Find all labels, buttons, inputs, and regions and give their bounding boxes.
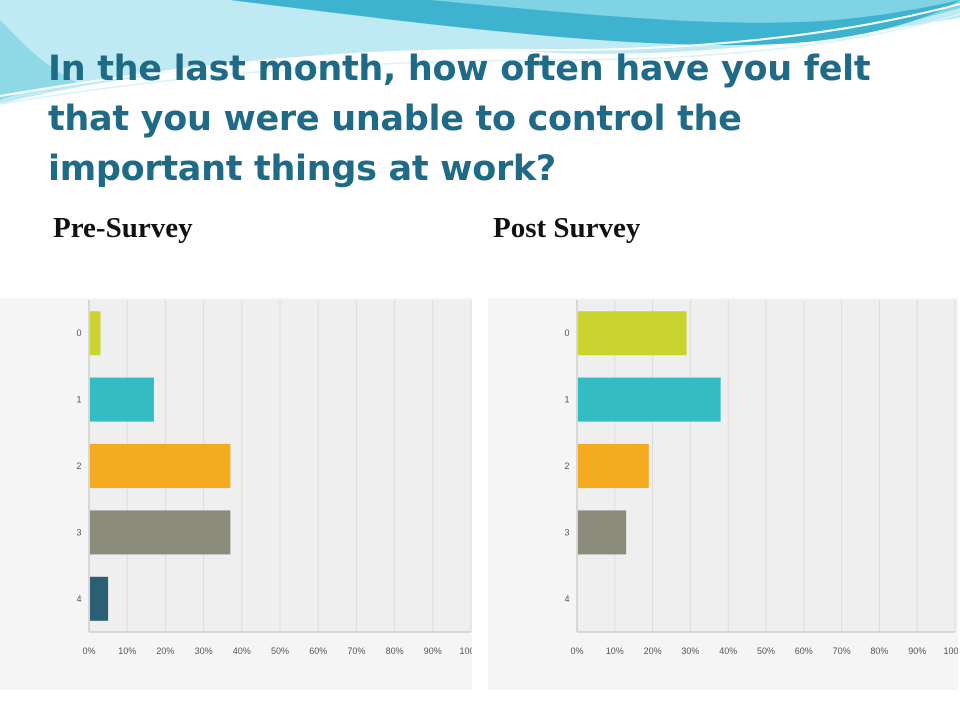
post-survey-x-tick-label: 10% <box>606 646 624 656</box>
post-survey-category-label: 2 <box>564 461 569 471</box>
pre-survey-bar-1 <box>90 377 154 422</box>
post-survey-bar-chart: 0% 10% 20% 30% 40% 50% 60% 70% 80% 90% 100% 0 1 2 3 4 <box>564 300 958 656</box>
post-survey-x-tick-label: 80% <box>870 646 888 656</box>
pre-survey-x-tick-label: 40% <box>233 646 251 656</box>
pre-survey-category-label: 0 <box>76 328 81 338</box>
pre-survey-bar-0 <box>90 311 101 356</box>
post-survey-category-label: 0 <box>564 328 569 338</box>
pre-survey-x-tick-label: 0% <box>82 646 95 656</box>
post-survey-heading: Post Survey <box>493 212 641 244</box>
header-wave-dark <box>230 0 960 46</box>
post-survey-x-tick-label: 100% <box>943 646 958 656</box>
pre-survey-x-tick-label: 30% <box>195 646 213 656</box>
pre-survey-category-label: 4 <box>76 594 81 604</box>
pre-survey-category-label: 3 <box>76 527 81 537</box>
post-survey-x-tick-label: 40% <box>719 646 737 656</box>
pre-survey-category-label: 1 <box>76 395 81 405</box>
pre-survey-x-tick-label: 80% <box>386 646 404 656</box>
post-survey-x-tick-label: 30% <box>681 646 699 656</box>
post-survey-x-tick-label: 50% <box>757 646 775 656</box>
post-survey-bar-1 <box>578 377 721 422</box>
header-wave-line <box>0 3 960 97</box>
pre-survey-category-label: 2 <box>76 461 81 471</box>
pre-survey-x-tick-label: 50% <box>271 646 289 656</box>
header-wave-line-2 <box>0 13 960 105</box>
post-survey-x-tick-label: 60% <box>795 646 813 656</box>
slide-title: In the last month, how often have you fe… <box>48 49 871 189</box>
pre-survey-x-tick-label: 70% <box>347 646 365 656</box>
post-survey-category-label: 1 <box>564 395 569 405</box>
post-survey-x-tick-label: 90% <box>908 646 926 656</box>
pre-survey-bar-4 <box>90 576 109 621</box>
post-survey-bar-3 <box>578 510 627 555</box>
pre-survey-bar-2 <box>90 444 231 488</box>
post-survey-category-label: 3 <box>564 527 569 537</box>
header-wave-left <box>0 20 80 100</box>
post-survey-bar-0 <box>578 311 687 356</box>
post-survey-x-tick-label: 0% <box>570 646 583 656</box>
post-survey-category-label: 4 <box>564 594 569 604</box>
pre-survey-x-tick-label: 90% <box>424 646 442 656</box>
pre-survey-x-tick-label: 100% <box>459 646 472 656</box>
pre-survey-x-tick-label: 60% <box>309 646 327 656</box>
pre-survey-heading: Pre-Survey <box>53 212 193 244</box>
pre-survey-bar-3 <box>90 510 231 555</box>
post-survey-x-tick-label: 20% <box>644 646 662 656</box>
pre-survey-bar-chart: 0% 10% 20% 30% 40% 50% 60% 70% 80% 90% 100% 0 1 2 3 4 <box>76 300 472 656</box>
pre-survey-x-tick-label: 10% <box>118 646 136 656</box>
post-survey-bar-2 <box>578 444 649 488</box>
post-survey-x-tick-label: 70% <box>833 646 851 656</box>
pre-survey-x-tick-label: 20% <box>156 646 174 656</box>
